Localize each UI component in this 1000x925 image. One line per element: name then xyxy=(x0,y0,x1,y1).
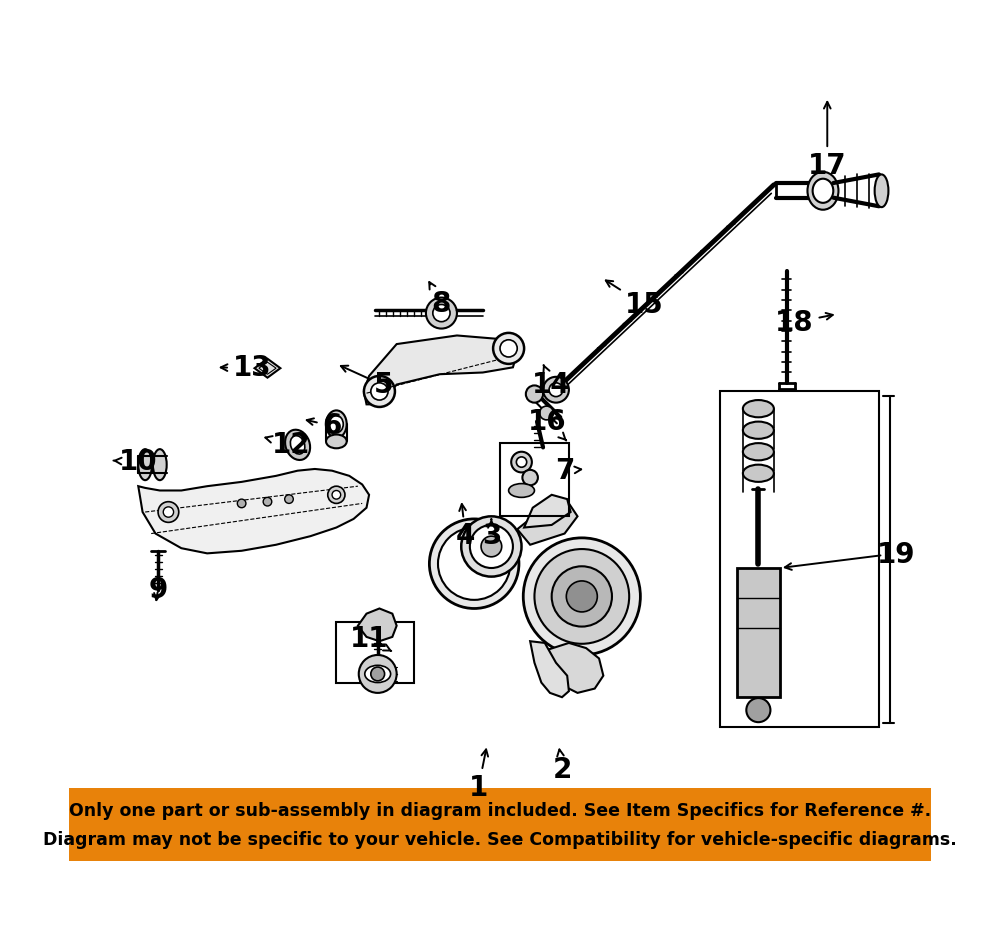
Ellipse shape xyxy=(566,581,597,612)
Ellipse shape xyxy=(326,435,347,449)
Ellipse shape xyxy=(329,415,343,433)
Ellipse shape xyxy=(285,430,310,460)
Polygon shape xyxy=(524,495,571,527)
Ellipse shape xyxy=(237,500,246,508)
Ellipse shape xyxy=(743,422,774,438)
Text: 1: 1 xyxy=(469,749,488,802)
Ellipse shape xyxy=(549,383,563,397)
Ellipse shape xyxy=(263,498,272,506)
Text: 5: 5 xyxy=(341,365,393,400)
Ellipse shape xyxy=(746,698,770,722)
Text: 14: 14 xyxy=(532,365,571,399)
Text: 19: 19 xyxy=(877,541,915,569)
Polygon shape xyxy=(547,643,603,693)
Text: 11: 11 xyxy=(350,625,391,653)
Ellipse shape xyxy=(371,383,388,400)
Ellipse shape xyxy=(526,386,543,402)
Ellipse shape xyxy=(522,470,538,486)
Ellipse shape xyxy=(500,339,517,357)
Text: 16: 16 xyxy=(528,408,567,440)
Ellipse shape xyxy=(543,376,569,402)
Text: 12: 12 xyxy=(265,431,311,459)
Ellipse shape xyxy=(743,400,774,417)
Text: 15: 15 xyxy=(606,280,664,319)
Text: 13: 13 xyxy=(221,354,271,382)
Ellipse shape xyxy=(743,443,774,461)
Ellipse shape xyxy=(743,464,774,482)
Bar xyxy=(500,443,569,516)
Ellipse shape xyxy=(138,450,152,480)
Bar xyxy=(336,623,414,683)
Ellipse shape xyxy=(326,411,347,438)
Ellipse shape xyxy=(359,655,397,693)
Ellipse shape xyxy=(426,298,457,328)
Ellipse shape xyxy=(540,406,553,420)
Text: 3: 3 xyxy=(482,519,501,550)
Text: 4: 4 xyxy=(456,504,475,550)
Ellipse shape xyxy=(429,519,519,609)
Ellipse shape xyxy=(153,450,167,480)
Bar xyxy=(720,391,879,727)
Text: Diagram may not be specific to your vehicle. See Compatibility for vehicle-speci: Diagram may not be specific to your vehi… xyxy=(43,832,957,849)
Text: 9: 9 xyxy=(148,575,168,603)
Ellipse shape xyxy=(534,549,629,644)
Ellipse shape xyxy=(509,484,534,498)
Ellipse shape xyxy=(364,376,395,407)
Text: 7: 7 xyxy=(555,457,581,485)
Bar xyxy=(737,568,780,697)
Ellipse shape xyxy=(552,566,612,626)
Text: 6: 6 xyxy=(307,412,342,440)
Ellipse shape xyxy=(511,451,532,473)
Ellipse shape xyxy=(875,175,888,207)
Ellipse shape xyxy=(328,487,345,503)
Ellipse shape xyxy=(516,457,527,467)
Polygon shape xyxy=(364,336,517,404)
Polygon shape xyxy=(517,503,578,545)
Ellipse shape xyxy=(365,665,391,683)
Ellipse shape xyxy=(461,516,522,576)
Text: 17: 17 xyxy=(808,102,847,179)
Ellipse shape xyxy=(523,537,640,655)
Ellipse shape xyxy=(163,507,174,517)
Text: 2: 2 xyxy=(553,749,573,784)
Text: 10: 10 xyxy=(113,448,158,476)
Ellipse shape xyxy=(438,527,510,600)
Ellipse shape xyxy=(433,304,450,322)
Ellipse shape xyxy=(371,667,385,681)
Ellipse shape xyxy=(332,490,341,500)
Ellipse shape xyxy=(285,495,293,503)
Polygon shape xyxy=(255,359,280,377)
Ellipse shape xyxy=(470,525,513,568)
Bar xyxy=(69,787,931,861)
Text: Only one part or sub-assembly in diagram included. See Item Specifics for Refere: Only one part or sub-assembly in diagram… xyxy=(69,802,931,820)
Polygon shape xyxy=(138,469,369,553)
Text: 18: 18 xyxy=(775,309,833,337)
Polygon shape xyxy=(358,609,397,641)
Text: 8: 8 xyxy=(429,282,451,317)
Ellipse shape xyxy=(158,501,179,523)
Ellipse shape xyxy=(481,536,502,557)
Ellipse shape xyxy=(813,179,833,203)
Ellipse shape xyxy=(807,172,838,210)
Ellipse shape xyxy=(290,436,305,454)
Polygon shape xyxy=(530,641,569,697)
Ellipse shape xyxy=(493,333,524,364)
